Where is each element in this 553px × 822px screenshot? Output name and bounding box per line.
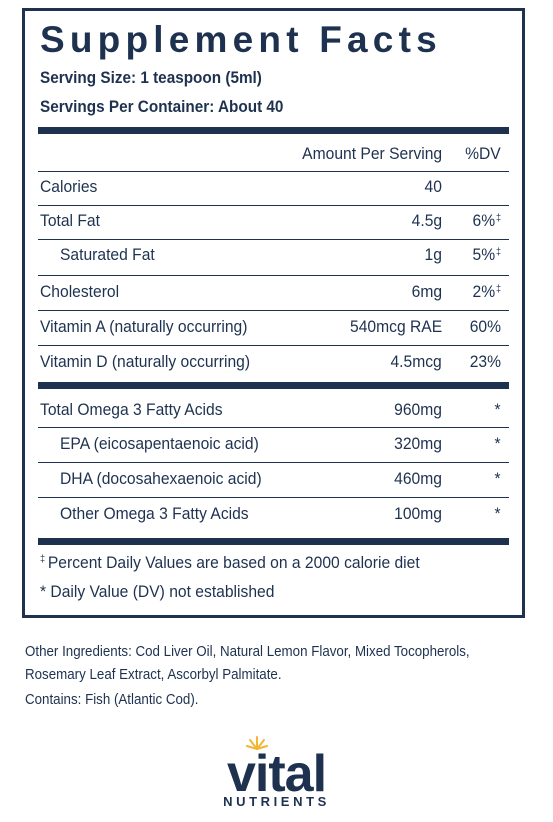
- serving-size: Serving Size: 1 teaspoon (5ml): [40, 68, 262, 87]
- nutrient-dv: 60%: [469, 317, 501, 336]
- nutrient-amount: 320mg: [394, 434, 442, 453]
- other-ingredients-line-1: Other Ingredients: Cod Liver Oil, Natura…: [25, 644, 470, 660]
- table-row: Vitamin A (naturally occurring) 540mcg R…: [38, 312, 509, 342]
- table-row: Saturated Fat 1g 5%‡: [38, 240, 509, 270]
- header-dv: %DV: [465, 144, 501, 163]
- table-row: Calories 40: [38, 172, 509, 202]
- divider: [38, 310, 509, 311]
- divider: [38, 239, 509, 240]
- nutrient-amount: 960mg: [394, 400, 442, 419]
- allergen-contains: Contains: Fish (Atlantic Cod).: [25, 692, 199, 708]
- nutrient-name: Calories: [40, 177, 98, 196]
- table-row: Total Fat 4.5g 6%‡: [38, 206, 509, 236]
- table-row: Other Omega 3 Fatty Acids 100mg *: [38, 499, 509, 529]
- divider: [38, 345, 509, 346]
- nutrient-name: EPA (eicosapentaenoic acid): [60, 434, 259, 453]
- nutrient-name: Other Omega 3 Fatty Acids: [60, 504, 249, 523]
- panel-title: Supplement Facts: [40, 19, 442, 60]
- table-row: Total Omega 3 Fatty Acids 960mg *: [38, 395, 509, 425]
- nutrient-dv: 6%‡: [472, 211, 501, 230]
- table-row: Cholesterol 6mg 2%‡: [38, 277, 509, 307]
- nutrient-name: Vitamin D (naturally occurring): [40, 352, 251, 371]
- nutrient-dv: 5%‡: [472, 245, 501, 264]
- divider: [38, 205, 509, 206]
- nutrient-name: Saturated Fat: [60, 245, 155, 264]
- table-header: Amount Per Serving %DV: [38, 139, 509, 169]
- header-amount: Amount Per Serving: [302, 144, 442, 163]
- brand-logo-subtitle: NUTRIENTS: [223, 794, 330, 809]
- other-ingredients-line-2: Rosemary Leaf Extract, Ascorbyl Palmitat…: [25, 667, 282, 683]
- footnote-daily-values: ‡ Percent Daily Values are based on a 200…: [40, 553, 420, 572]
- nutrient-dv: 23%: [469, 352, 501, 371]
- nutrient-dv: *: [494, 504, 501, 523]
- nutrient-name: DHA (docosahexaenoic acid): [60, 469, 262, 488]
- supplement-facts-panel: Supplement Facts Serving Size: 1 teaspoo…: [22, 8, 525, 618]
- divider: [38, 497, 509, 498]
- nutrient-amount: 1g: [424, 245, 442, 264]
- nutrient-amount: 100mg: [394, 504, 442, 523]
- divider: [38, 275, 509, 276]
- divider: [38, 171, 509, 172]
- divider: [38, 427, 509, 428]
- divider-thick: [38, 538, 509, 545]
- brand-logo-word: vital: [226, 745, 327, 803]
- divider-thick: [38, 382, 509, 389]
- sun-icon: [246, 736, 268, 750]
- nutrient-name: Total Omega 3 Fatty Acids: [40, 400, 223, 419]
- nutrient-name: Cholesterol: [40, 282, 120, 301]
- nutrient-amount: 4.5mcg: [390, 352, 442, 371]
- divider-thick: [38, 127, 509, 134]
- table-row: Vitamin D (naturally occurring) 4.5mcg 2…: [38, 347, 509, 377]
- nutrient-amount: 460mg: [394, 469, 442, 488]
- nutrient-dv: *: [494, 434, 501, 453]
- nutrient-dv: *: [494, 400, 501, 419]
- nutrient-dv: 2%‡: [472, 282, 501, 301]
- table-row: DHA (docosahexaenoic acid) 460mg *: [38, 464, 509, 494]
- nutrient-dv: *: [494, 469, 501, 488]
- nutrient-amount: 4.5g: [411, 211, 442, 230]
- nutrient-name: Vitamin A (naturally occurring): [40, 317, 248, 336]
- nutrient-name: Total Fat: [40, 211, 100, 230]
- divider: [38, 462, 509, 463]
- servings-per-container: Servings Per Container: About 40: [40, 97, 284, 116]
- nutrient-amount: 40: [424, 177, 442, 196]
- footnote-not-established: * Daily Value (DV) not established: [40, 582, 275, 601]
- table-row: EPA (eicosapentaenoic acid) 320mg *: [38, 429, 509, 459]
- nutrient-amount: 6mg: [411, 282, 442, 301]
- nutrient-amount: 540mcg RAE: [349, 317, 442, 336]
